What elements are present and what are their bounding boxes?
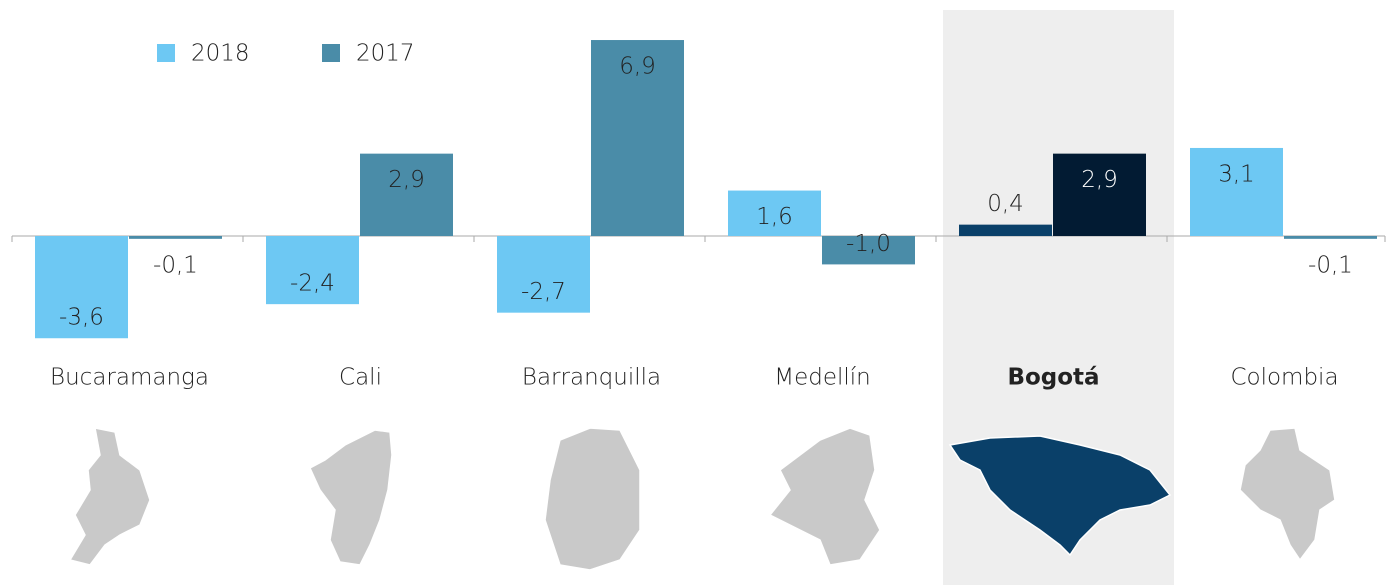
bar [497,236,590,313]
bar [1053,153,1146,236]
data-label: 1,6 [756,204,793,230]
data-label: -2,4 [290,271,335,297]
legend-swatch [157,44,175,62]
maps [68,427,1336,571]
data-label: 0,4 [987,191,1024,217]
bar [1190,147,1283,236]
map-bucaramanga [68,427,151,566]
x-tick-label: Barranquilla [522,365,661,391]
data-label: 2,9 [1081,167,1118,193]
x-tick-label: Colombia [1230,365,1338,391]
data-label: 2,9 [388,167,425,193]
data-label: 3,1 [1218,161,1255,187]
bar [1284,236,1377,239]
x-tick-label: Cali [339,365,382,391]
bar [591,40,684,236]
data-label: 6,9 [619,54,656,80]
data-label: -0,1 [153,253,198,279]
x-tick-label: Bogotá [1007,365,1099,391]
legend-label: 2018 [191,41,250,67]
bar [959,224,1052,236]
map-bogota [948,435,1172,557]
map-barranquilla [544,427,641,571]
bar [728,190,821,236]
data-label: -1,0 [846,231,891,257]
bar [822,236,915,265]
data-label: -2,7 [521,279,566,305]
legend-label: 2017 [356,41,415,67]
legend-swatch [322,44,340,62]
data-label: -0,1 [1308,253,1353,279]
data-label: -3,6 [59,305,104,331]
map-colombia [1239,427,1336,562]
map-cali [309,429,393,566]
x-tick-label: Bucaramanga [50,365,209,391]
bar [35,236,128,339]
x-tick-label: Medellín [774,365,871,391]
map-medellin [768,427,881,566]
bar [129,236,222,239]
bar [266,236,359,305]
bar [360,153,453,236]
